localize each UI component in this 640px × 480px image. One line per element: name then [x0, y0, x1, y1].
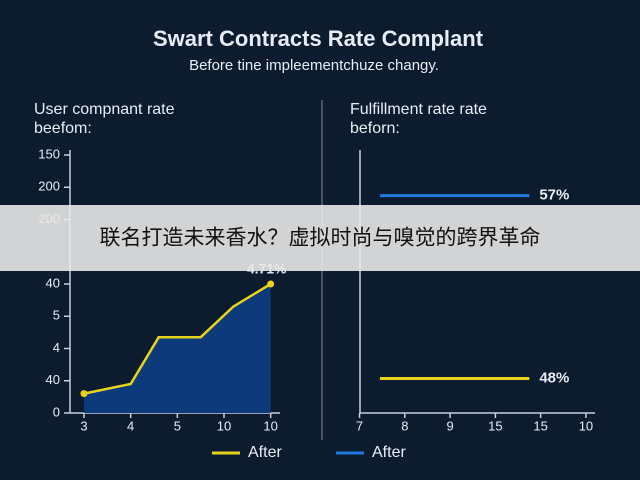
- x-tick-label: 8: [401, 418, 408, 433]
- x-tick-label: 10: [217, 418, 231, 433]
- banner-text: 联名打造未来香水？虚拟时尚与嗅觉的跨界革命: [100, 227, 541, 250]
- point: [80, 390, 88, 398]
- point: [267, 280, 275, 288]
- subchart-title: beforn:: [350, 120, 400, 137]
- y-tick-label: 150: [38, 146, 60, 161]
- x-tick-label: 9: [446, 418, 453, 433]
- subchart-title: User compnant rate: [34, 101, 175, 118]
- x-tick-label: 10: [263, 418, 277, 433]
- value-label: 57%: [539, 187, 569, 204]
- y-tick-label: 5: [53, 308, 60, 323]
- x-tick-label: 15: [533, 418, 547, 433]
- legend-label: After: [248, 444, 282, 461]
- subchart-title: Fulfillment rate rate: [350, 101, 487, 118]
- value-label: 48%: [539, 369, 569, 386]
- y-tick-label: 40: [46, 275, 60, 290]
- chart-title: Swart Contracts Rate Complant: [153, 26, 484, 51]
- x-tick-label: 15: [488, 418, 502, 433]
- x-tick-label: 4: [127, 418, 134, 433]
- banner-background: [0, 205, 640, 271]
- subchart-title: beefom:: [34, 120, 92, 137]
- chart-subtitle: Before tine impleementchuze changy.: [189, 57, 439, 74]
- line: [83, 282, 272, 395]
- y-tick-label: 200: [38, 179, 60, 194]
- x-tick-label: 7: [356, 418, 363, 433]
- x-tick-label: 10: [579, 418, 593, 433]
- y-tick-label: 4: [53, 340, 60, 355]
- y-tick-label: 40: [46, 372, 60, 387]
- x-tick-label: 3: [80, 418, 87, 433]
- x-tick-label: 5: [174, 418, 181, 433]
- legend-label: After: [372, 444, 406, 461]
- y-tick-label: 0: [53, 404, 60, 419]
